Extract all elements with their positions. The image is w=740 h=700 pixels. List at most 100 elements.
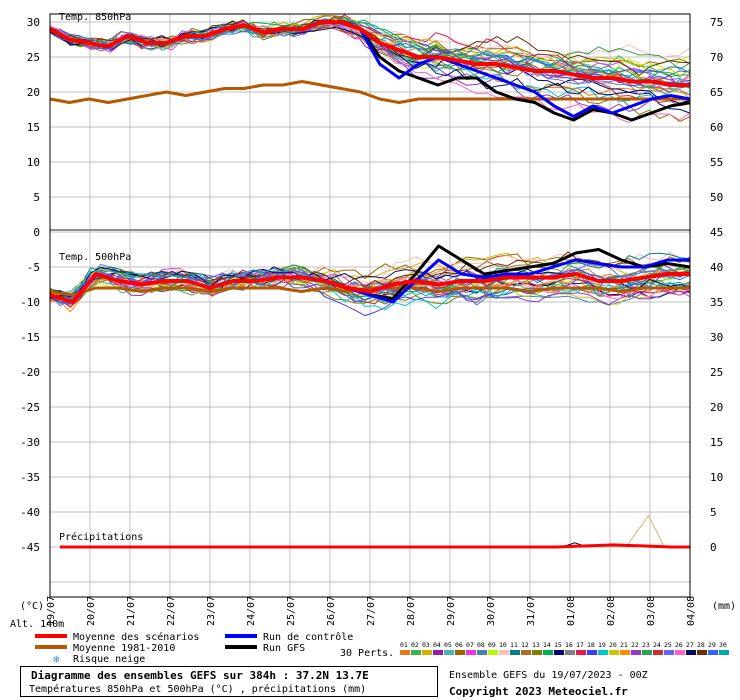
y-tick-left: 30 <box>27 16 40 29</box>
pert-swatch <box>466 650 476 655</box>
pert-number: 13 <box>532 641 540 649</box>
pert-number: 01 <box>400 641 408 649</box>
perturbation-line-500 <box>49 251 691 302</box>
y-tick-right: 50 <box>710 191 723 204</box>
x-tick-label: 25/07 <box>286 596 297 626</box>
precip-spike-line <box>625 515 665 548</box>
y-tick-left: 25 <box>27 51 40 64</box>
plot-frame <box>49 13 691 598</box>
y-tick-left: 10 <box>27 156 40 169</box>
panel-title-850: Temp. 850hPa <box>59 12 131 23</box>
panel-title-precip: Précipitations <box>59 531 143 543</box>
pert-swatch <box>433 650 443 655</box>
x-tick-label: 27/07 <box>366 596 377 626</box>
perturbation-line-850 <box>49 18 691 73</box>
mean-line-precip <box>60 543 690 549</box>
perts-label: 30 Perts. <box>340 648 394 659</box>
ensemble-info: Ensemble GEFS du 19/07/2023 - 00Z <box>449 670 648 681</box>
x-tick-label: 30/07 <box>486 596 497 626</box>
x-tick-label: 04/08 <box>686 596 697 626</box>
y-tick-right: 0 <box>710 541 717 554</box>
pert-number: 17 <box>576 641 584 649</box>
pert-number: 05 <box>444 641 452 649</box>
pert-swatch <box>642 650 652 655</box>
pert-number: 06 <box>455 641 463 649</box>
x-tick-label: 28/07 <box>406 596 417 626</box>
y-tick-right: 70 <box>710 51 723 64</box>
pert-swatch <box>488 650 498 655</box>
footer-subtitle: Températures 850hPa et 500hPa (°C) , pré… <box>29 684 367 695</box>
pert-swatch <box>455 650 465 655</box>
pert-number: 28 <box>697 641 705 649</box>
pert-swatch <box>554 650 564 655</box>
y-tick-right: 5 <box>710 506 717 519</box>
panel-title-500: Temp. 500hPa <box>59 252 131 263</box>
legend-label: Moyenne des scénarios <box>73 631 199 643</box>
perturbation-line-500 <box>49 268 691 305</box>
pert-number: 15 <box>554 641 562 649</box>
altitude-label: Alt. 140m <box>10 619 64 630</box>
footer-box: Diagramme des ensembles GEFS sur 384h : … <box>20 666 438 697</box>
pert-swatch <box>697 650 707 655</box>
pert-swatch <box>631 650 641 655</box>
pert-swatch <box>400 650 410 655</box>
perturbation-line-500 <box>49 269 691 306</box>
y-tick-right: 30 <box>710 331 723 344</box>
pert-number: 02 <box>411 641 419 649</box>
main-series-lines <box>49 20 691 549</box>
x-tick-label: 03/08 <box>646 596 657 626</box>
pert-swatch <box>664 650 674 655</box>
pert-number: 21 <box>620 641 628 649</box>
pert-number: 16 <box>565 641 573 649</box>
x-tick-label: 22/07 <box>166 596 177 626</box>
pert-swatch <box>521 650 531 655</box>
y-tick-right: 45 <box>710 226 723 239</box>
pert-number: 10 <box>499 641 507 649</box>
mean-line-850 <box>49 20 690 87</box>
pert-swatch <box>411 650 421 655</box>
pert-number: 24 <box>653 641 661 649</box>
x-tick-label: 24/07 <box>246 596 257 626</box>
x-tick-label: 23/07 <box>206 596 217 626</box>
x-tick-label: 19/07 <box>46 596 57 626</box>
y-tick-left: -35 <box>20 471 40 484</box>
climatology-line-850 <box>49 80 690 104</box>
climatology-line-500 <box>49 286 690 297</box>
copyright: Copyright 2023 Meteociel.fr <box>449 685 628 698</box>
pert-number: 30 <box>719 641 727 649</box>
y-tick-right: 15 <box>710 436 723 449</box>
legend-label: Run GFS <box>263 643 305 654</box>
pert-number: 12 <box>521 641 529 649</box>
y-tick-left: -25 <box>20 401 40 414</box>
grid-lines <box>49 14 691 597</box>
pert-swatch <box>708 650 718 655</box>
pert-number: 11 <box>510 641 518 649</box>
pert-swatch <box>532 650 542 655</box>
x-tick-label: 01/08 <box>566 596 577 626</box>
legend-label: Moyenne 1981-2010 <box>73 643 175 654</box>
y-tick-left: -15 <box>20 331 40 344</box>
pert-swatch <box>477 650 487 655</box>
snowflake-icon: ❄ <box>53 653 60 666</box>
x-tick-label: 31/07 <box>526 596 537 626</box>
pert-number: 14 <box>543 641 551 649</box>
pert-swatch <box>565 650 575 655</box>
y-tick-left: -10 <box>20 296 40 309</box>
axes <box>49 13 691 598</box>
mean-line-500 <box>49 272 690 304</box>
perturbation-line-850 <box>49 16 691 76</box>
pert-swatch <box>653 650 663 655</box>
pert-number: 22 <box>631 641 639 649</box>
y-tick-right: 10 <box>710 471 723 484</box>
y-tick-left: 5 <box>33 191 40 204</box>
y-tick-right: 75 <box>710 16 723 29</box>
y-tick-left: -45 <box>20 541 40 554</box>
y-tick-left: 20 <box>27 86 40 99</box>
y-tick-right: 55 <box>710 156 723 169</box>
pert-number: 07 <box>466 641 474 649</box>
pert-number: 18 <box>587 641 595 649</box>
pert-number: 29 <box>708 641 716 649</box>
pert-swatch <box>422 650 432 655</box>
y-tick-left: -5 <box>27 261 40 274</box>
